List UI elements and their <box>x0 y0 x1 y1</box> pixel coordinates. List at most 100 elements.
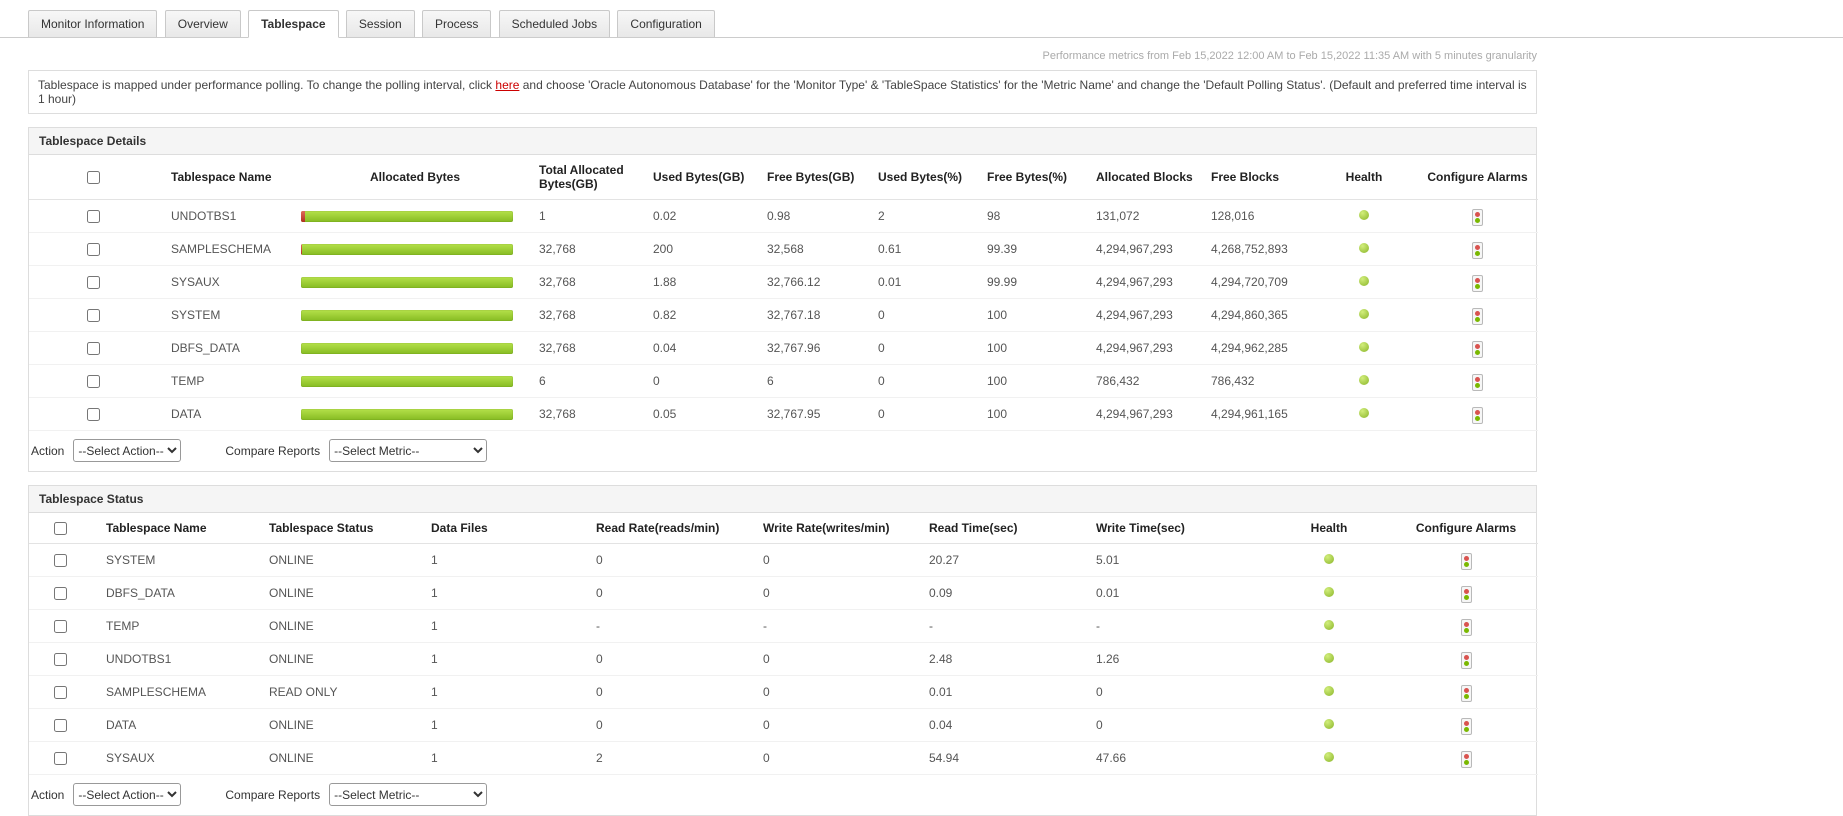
free-bytes-gb-value: 32,767.95 <box>767 407 820 421</box>
tablespace-name: DATA <box>171 407 201 421</box>
status-select-all-checkbox[interactable] <box>54 522 67 535</box>
row-checkbox[interactable] <box>54 686 67 699</box>
used-bytes-gb-value: 0.02 <box>653 209 676 223</box>
col-data-files: Data Files <box>431 513 596 544</box>
free-blocks-value: 128,016 <box>1211 209 1254 223</box>
total-allocated-gb-value: 32,768 <box>539 275 576 289</box>
used-bytes-pct-value: 2 <box>878 209 885 223</box>
allocated-bytes-bar <box>301 376 513 387</box>
configure-alarms-icon[interactable] <box>1472 308 1483 325</box>
configure-alarms-icon[interactable] <box>1472 374 1483 391</box>
configure-alarms-icon[interactable] <box>1472 242 1483 259</box>
read-rate-value: 2 <box>596 751 603 765</box>
used-bytes-pct-value: 0.61 <box>878 242 901 256</box>
tablespace-status-value: READ ONLY <box>269 685 337 699</box>
tab-scheduled-jobs[interactable]: Scheduled Jobs <box>499 10 610 37</box>
row-checkbox[interactable] <box>54 752 67 765</box>
read-rate-value: 0 <box>596 553 603 567</box>
free-blocks-value: 4,294,860,365 <box>1211 308 1288 322</box>
col-free-bytes-gb: Free Bytes(GB) <box>767 155 878 200</box>
configure-alarms-icon[interactable] <box>1461 685 1472 702</box>
configure-alarms-icon[interactable] <box>1461 586 1472 603</box>
tab-process[interactable]: Process <box>422 10 491 37</box>
col-read-time: Read Time(sec) <box>929 513 1096 544</box>
free-blocks-value: 786,432 <box>1211 374 1254 388</box>
action-select[interactable]: --Select Action-- <box>73 783 181 806</box>
tab-configuration[interactable]: Configuration <box>617 10 714 37</box>
configure-alarms-icon[interactable] <box>1461 553 1472 570</box>
polling-info-banner: Tablespace is mapped under performance p… <box>28 70 1537 114</box>
details-header-row: Tablespace Name Allocated Bytes Total Al… <box>29 155 1538 200</box>
tablespace-name: DBFS_DATA <box>106 586 175 600</box>
col-read-rate: Read Rate(reads/min) <box>596 513 763 544</box>
configure-alarms-icon[interactable] <box>1461 718 1472 735</box>
tab-bar: Monitor Information Overview Tablespace … <box>0 0 1843 38</box>
total-allocated-gb-value: 32,768 <box>539 308 576 322</box>
free-blocks-value: 4,294,962,285 <box>1211 341 1288 355</box>
row-checkbox[interactable] <box>87 375 100 388</box>
configure-alarms-icon[interactable] <box>1472 407 1483 424</box>
data-files-value: 1 <box>431 718 438 732</box>
configure-alarms-icon[interactable] <box>1461 751 1472 768</box>
tablespace-status-section: Tablespace Status Tablespace Name Tables… <box>28 485 1537 816</box>
write-time-value: 47.66 <box>1096 751 1126 765</box>
write-rate-value: 0 <box>763 586 770 600</box>
tab-session[interactable]: Session <box>346 10 415 37</box>
write-time-value: 0.01 <box>1096 586 1119 600</box>
col-health: Health <box>1264 513 1404 544</box>
tablespace-name: UNDOTBS1 <box>106 652 171 666</box>
free-bytes-pct-value: 99.99 <box>987 275 1017 289</box>
row-checkbox[interactable] <box>87 309 100 322</box>
row-checkbox[interactable] <box>87 408 100 421</box>
status-table-row: DBFS_DATA ONLINE 1 0 0 0.09 0.01 <box>29 577 1538 610</box>
free-bytes-pct-value: 99.39 <box>987 242 1017 256</box>
tablespace-name: SYSAUX <box>106 751 155 765</box>
row-checkbox[interactable] <box>54 587 67 600</box>
details-select-all-checkbox[interactable] <box>87 171 100 184</box>
configure-alarms-icon[interactable] <box>1472 275 1483 292</box>
tablespace-name: SYSAUX <box>171 275 220 289</box>
section-title-status: Tablespace Status <box>29 486 1536 513</box>
action-select[interactable]: --Select Action-- <box>73 439 181 462</box>
tab-monitor-information[interactable]: Monitor Information <box>28 10 157 37</box>
free-bytes-gb-value: 32,568 <box>767 242 804 256</box>
tablespace-name: DBFS_DATA <box>171 341 240 355</box>
compare-reports-label: Compare Reports <box>225 444 320 458</box>
row-checkbox[interactable] <box>87 276 100 289</box>
polling-interval-link[interactable]: here <box>495 78 519 92</box>
configure-alarms-icon[interactable] <box>1461 652 1472 669</box>
write-time-value: 1.26 <box>1096 652 1119 666</box>
details-table-row: DBFS_DATA 32,768 0.04 32,767.96 0 100 4,… <box>29 332 1538 365</box>
col-used-bytes-gb: Used Bytes(GB) <box>653 155 767 200</box>
allocated-bytes-bar <box>301 244 513 255</box>
read-time-value: 0.04 <box>929 718 952 732</box>
details-table-row: SAMPLESCHEMA 32,768 200 32,568 0.61 99.3… <box>29 233 1538 266</box>
health-indicator-icon <box>1324 653 1334 663</box>
status-table-row: SYSAUX ONLINE 1 2 0 54.94 47.66 <box>29 742 1538 775</box>
metric-select[interactable]: --Select Metric-- <box>329 783 487 806</box>
configure-alarms-icon[interactable] <box>1472 341 1483 358</box>
row-checkbox[interactable] <box>54 653 67 666</box>
row-checkbox[interactable] <box>54 620 67 633</box>
free-bytes-gb-value: 32,766.12 <box>767 275 820 289</box>
status-header-row: Tablespace Name Tablespace Status Data F… <box>29 513 1538 544</box>
row-checkbox[interactable] <box>87 342 100 355</box>
configure-alarms-icon[interactable] <box>1461 619 1472 636</box>
data-files-value: 1 <box>431 685 438 699</box>
col-tablespace-name: Tablespace Name <box>106 513 269 544</box>
row-checkbox[interactable] <box>54 554 67 567</box>
allocated-bytes-bar <box>301 343 513 354</box>
row-checkbox[interactable] <box>87 210 100 223</box>
row-checkbox[interactable] <box>54 719 67 732</box>
tab-tablespace[interactable]: Tablespace <box>248 10 338 38</box>
page-content: Performance metrics from Feb 15,2022 12:… <box>28 50 1537 816</box>
row-checkbox[interactable] <box>87 243 100 256</box>
used-bytes-gb-value: 0 <box>653 374 660 388</box>
free-bytes-gb-value: 32,767.96 <box>767 341 820 355</box>
tab-overview[interactable]: Overview <box>165 10 241 37</box>
free-bytes-pct-value: 100 <box>987 374 1007 388</box>
allocated-blocks-value: 786,432 <box>1096 374 1139 388</box>
configure-alarms-icon[interactable] <box>1472 209 1483 226</box>
free-bytes-gb-value: 0.98 <box>767 209 790 223</box>
metric-select[interactable]: --Select Metric-- <box>329 439 487 462</box>
